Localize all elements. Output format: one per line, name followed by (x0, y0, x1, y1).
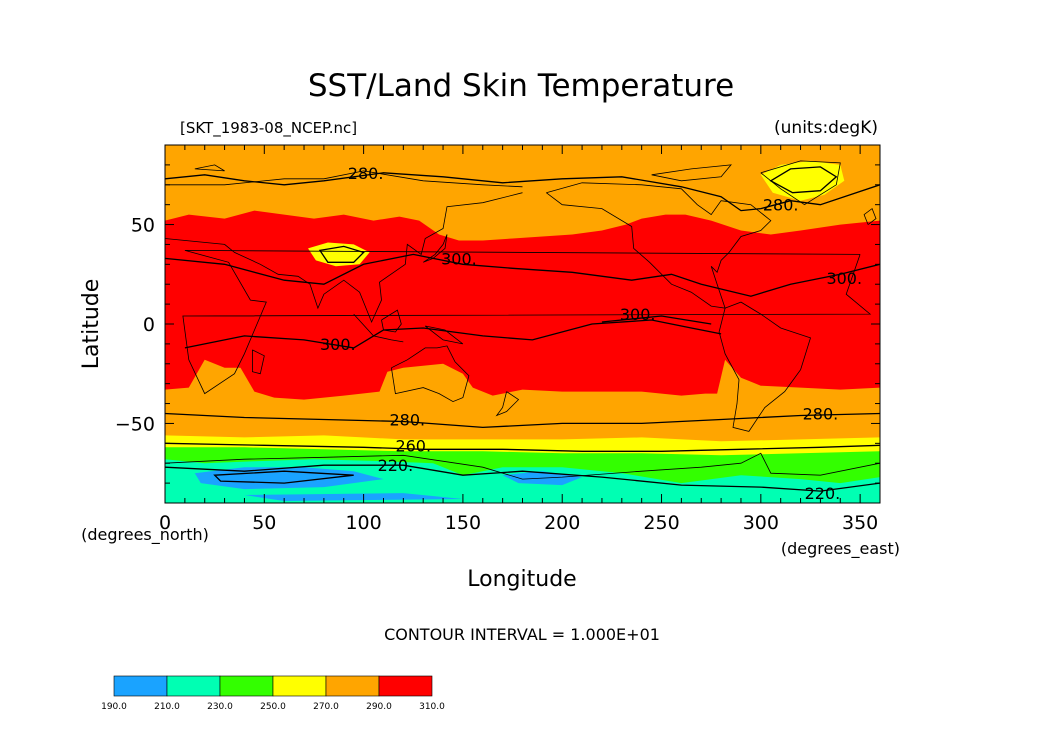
contour-label: 300. (441, 249, 477, 268)
colorbar: 190.0 210.0 230.0 250.0 270.0 290.0 310.0 (101, 675, 445, 712)
coastlines (165, 160, 880, 480)
colorbar-level-label: 310.0 (419, 702, 445, 712)
x-tick-labels: 0 50 100 150 200 250 300 350 (159, 512, 878, 534)
contour-label: 220. (805, 484, 841, 503)
contour-lines (165, 166, 880, 492)
colorbar-swatch (166, 675, 221, 697)
y-axis-label: Latitude (79, 279, 104, 370)
colorbar-swatch (378, 675, 433, 697)
contour-labels: 280.280.300.300.300.300.280. 280.260.220.… (320, 164, 862, 503)
axis-ticks (164, 144, 881, 504)
contour-label: 300. (826, 269, 862, 288)
x-unit-label: (degrees_east) (781, 539, 900, 559)
x-tick-label: 100 (345, 512, 381, 534)
x-tick-label: 250 (643, 512, 679, 534)
y-tick-label: 0 (143, 314, 155, 336)
colorbar-level-label: 190.0 (101, 702, 127, 712)
colorbar-swatch (272, 675, 327, 697)
contour-label: 280. (763, 196, 799, 215)
y-tick-label: 50 (131, 215, 155, 237)
contour-label: 260. (395, 436, 431, 455)
temperature-band-above-290 (165, 210, 880, 400)
file-label: [SKT_1983-08_NCEP.nc] (180, 119, 357, 138)
x-tick-label: 0 (159, 512, 171, 534)
colorbar-swatch (113, 675, 168, 697)
y-tick-label: −50 (115, 413, 155, 435)
contour-label: 280. (348, 164, 384, 183)
units-label: (units:degK) (774, 118, 878, 138)
y-unit-label: (degrees_north) (81, 525, 209, 545)
colorbar-level-label: 250.0 (260, 702, 286, 712)
x-tick-label: 300 (743, 512, 779, 534)
colorbar-level-label: 270.0 (313, 702, 339, 712)
colorbar-level-label: 210.0 (154, 702, 180, 712)
colorbar-swatch (219, 675, 274, 697)
greenland-cold-region (760, 160, 845, 201)
plot-area: 280.280.300.300.300.300.280. 280.260.220.… (115, 144, 881, 534)
contour-label: 300. (620, 305, 656, 324)
x-tick-label: 200 (544, 512, 580, 534)
x-axis-label: Longitude (467, 567, 576, 592)
tibet-cold-region (308, 242, 370, 267)
colorbar-level-label: 230.0 (207, 702, 233, 712)
colorbar-level-label: 290.0 (366, 702, 392, 712)
contour-interval-label: CONTOUR INTERVAL = 1.000E+01 (384, 625, 660, 644)
colorbar-swatch (325, 675, 380, 697)
x-tick-label: 350 (842, 512, 878, 534)
x-tick-label: 150 (445, 512, 481, 534)
contour-label: 280. (389, 410, 425, 429)
y-tick-labels: 50 0 −50 (115, 215, 155, 436)
map-title: SST/Land Skin Temperature (308, 68, 734, 104)
contour-label: 220. (378, 456, 414, 475)
contour-label: 300. (320, 335, 356, 354)
x-tick-label: 50 (252, 512, 276, 534)
contour-label: 280. (803, 404, 839, 423)
